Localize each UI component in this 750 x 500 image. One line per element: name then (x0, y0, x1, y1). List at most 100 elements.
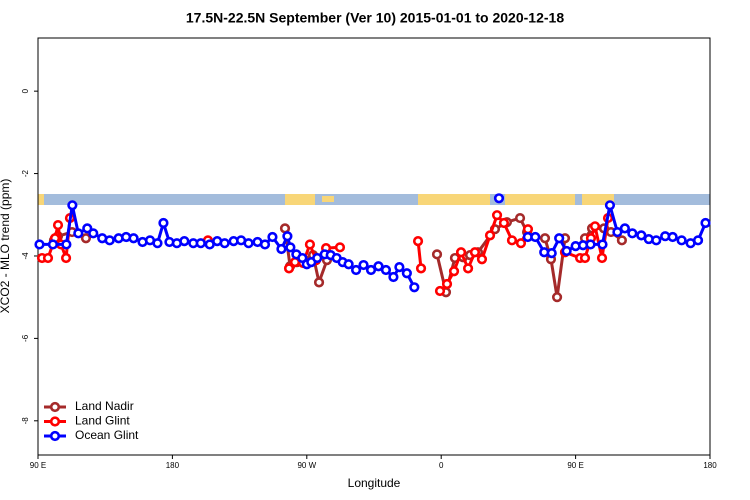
plot-frame (37, 37, 711, 456)
data-point (585, 239, 596, 250)
data-point (667, 231, 678, 243)
data-point (539, 233, 551, 244)
data-point (313, 277, 325, 288)
data-point (597, 239, 608, 250)
data-point (616, 235, 627, 246)
data-point (551, 292, 563, 303)
data-point (498, 217, 510, 229)
data-point (243, 238, 254, 249)
series (34, 193, 711, 293)
data-point (158, 217, 169, 229)
data-point (285, 242, 296, 253)
data-point (52, 219, 64, 231)
data-point (365, 264, 377, 276)
data-point (441, 278, 453, 290)
data-point (61, 239, 72, 250)
legend-marker (49, 430, 61, 442)
x-tick-label: 90 E (30, 461, 46, 470)
data-point (401, 268, 412, 279)
land-strip (322, 196, 334, 202)
data-point (388, 271, 399, 283)
data-point (282, 231, 293, 242)
data-point (676, 235, 687, 246)
data-point (554, 233, 565, 244)
data-point (42, 252, 54, 264)
data-point (380, 264, 392, 276)
x-tick-label: 180 (166, 461, 180, 470)
legend-label: Land Nadir (75, 399, 134, 413)
legend-marker (49, 401, 61, 413)
data-point (394, 262, 405, 273)
data-point (312, 252, 323, 264)
data-point (412, 236, 424, 247)
data-point (152, 238, 163, 249)
data-point (514, 212, 526, 224)
data-point (692, 235, 704, 246)
x-axis-label: Longitude (348, 476, 401, 490)
legend-marker (49, 416, 61, 427)
data-point (561, 245, 572, 257)
data-point (259, 239, 271, 250)
data-point (47, 239, 59, 250)
data-point (276, 243, 287, 255)
land-strip (418, 194, 490, 205)
data-point (358, 259, 369, 271)
data-point (195, 238, 206, 249)
data-point (219, 238, 230, 249)
y-tick-label: -8 (21, 417, 30, 425)
chart-title: 17.5N-22.5N September (Ver 10) 2015-01-0… (186, 10, 564, 26)
data-point (373, 261, 384, 272)
data-point (493, 193, 505, 204)
ocean-strip (38, 194, 710, 205)
data-point (334, 242, 346, 253)
data-point (267, 231, 278, 243)
x-tick-label: 90 W (297, 461, 316, 470)
data-point (636, 230, 647, 241)
data-point (73, 228, 84, 239)
y-tick-label: -4 (21, 252, 30, 260)
data-point (627, 228, 638, 239)
data-point (67, 200, 78, 211)
data-point (343, 259, 354, 270)
data-point (506, 235, 518, 246)
x-tick-label: 0 (439, 461, 444, 470)
land-strip (38, 194, 44, 205)
data-point (596, 252, 608, 264)
land-strip (285, 194, 315, 205)
data-point (60, 252, 72, 264)
y-axis-label: XCO2 - MLO trend (ppm) (0, 179, 12, 314)
data-point (604, 200, 616, 211)
data-point (283, 263, 295, 274)
data-point (279, 223, 291, 234)
data-point (619, 223, 630, 234)
data-point (476, 254, 488, 265)
data-point (469, 247, 481, 258)
data-point (104, 235, 115, 246)
data-point (589, 221, 601, 232)
data-point (700, 217, 711, 229)
series (36, 210, 614, 297)
x-tick-label: 180 (703, 461, 717, 470)
data-point (484, 230, 496, 241)
legend-label: Ocean Glint (75, 428, 139, 442)
data-point (304, 239, 316, 250)
data-point (522, 224, 534, 235)
data-point (462, 263, 474, 274)
data-point (350, 264, 362, 276)
data-point (88, 228, 99, 239)
data-point (546, 247, 557, 259)
data-point (455, 247, 467, 258)
y-tick-label: -2 (21, 169, 30, 177)
legend-label: Land Glint (75, 414, 130, 428)
data-point (448, 266, 460, 277)
data-point (179, 236, 190, 247)
data-point (651, 235, 662, 246)
land-strip (582, 194, 614, 205)
x-tick-label: 90 E (567, 461, 583, 470)
data-point (80, 233, 92, 244)
data-point (415, 263, 427, 274)
data-point (515, 238, 527, 249)
